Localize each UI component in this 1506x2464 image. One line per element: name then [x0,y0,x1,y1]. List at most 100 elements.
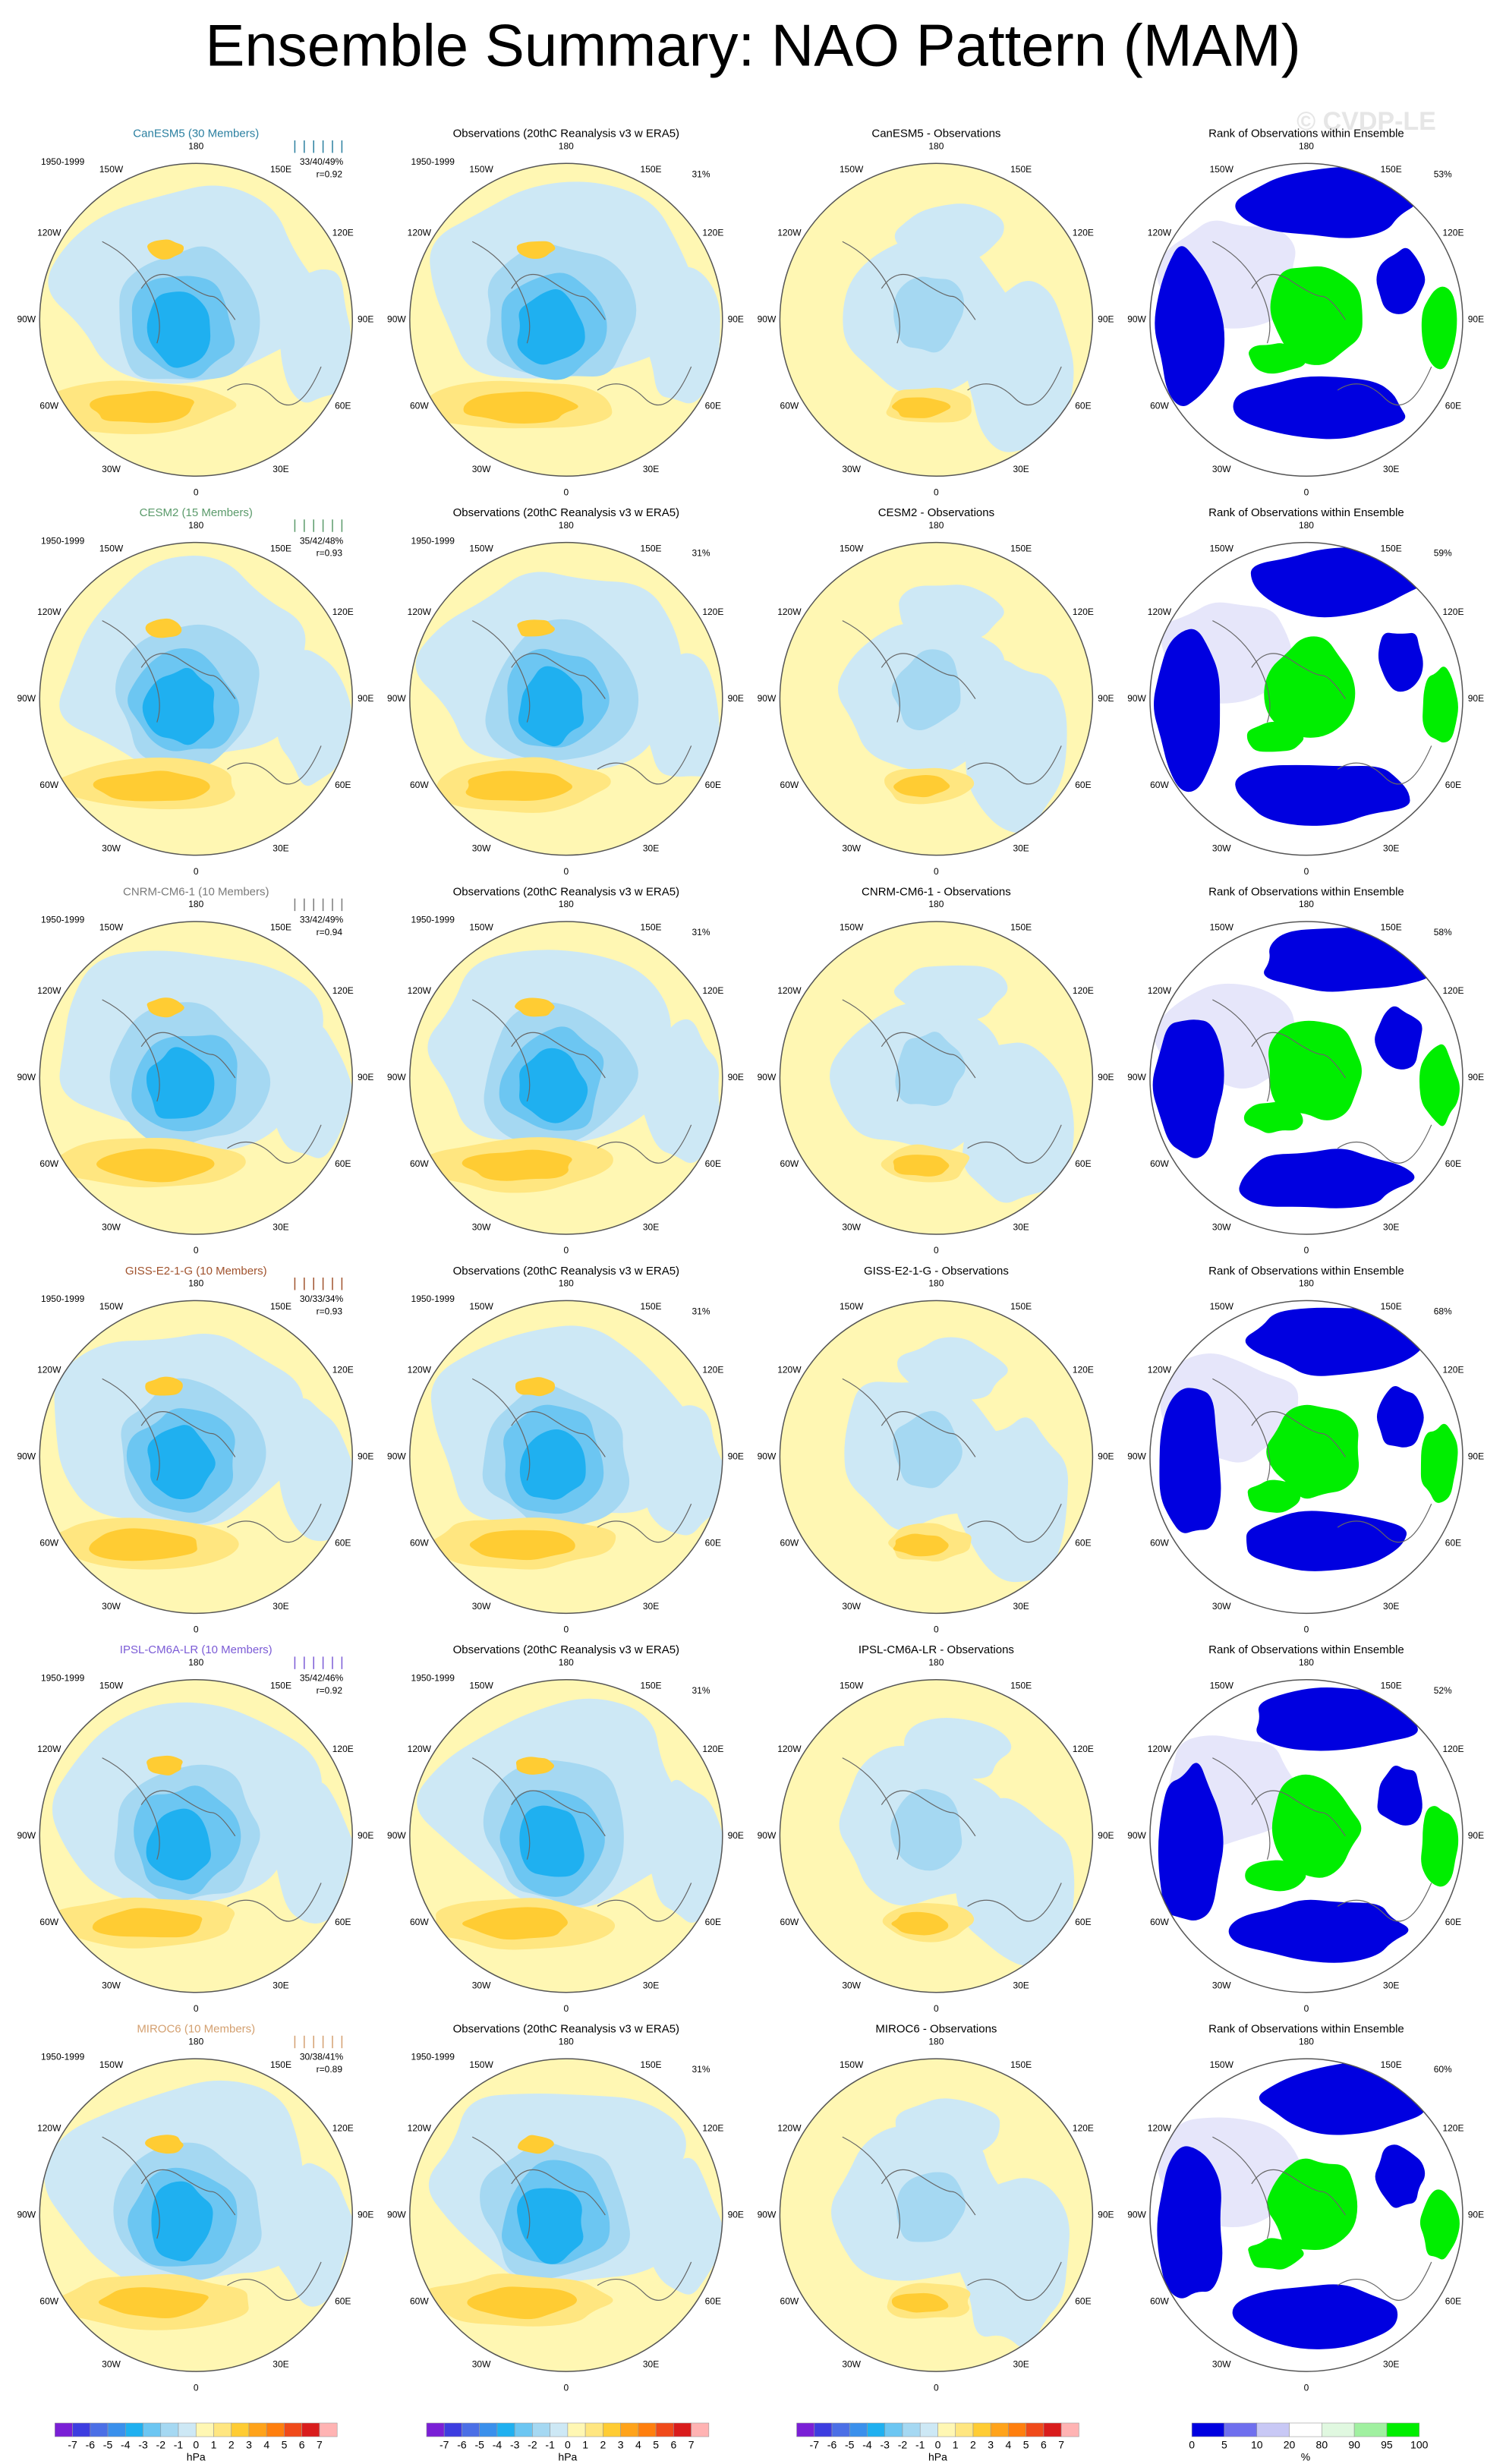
longitude-label: 60W [39,2295,58,2306]
colorbar-label: 0 [935,2439,941,2451]
longitude-label: 90E [358,314,373,324]
longitude-label: 120W [777,985,802,996]
negative-core [519,1048,588,1123]
longitude-label: 30E [273,464,288,474]
positive-core [891,2292,949,2313]
pattern-stats: 33/40/49% [300,156,344,167]
pattern-stats: 30/33/34% [300,1293,344,1304]
longitude-label: 60E [705,1158,721,1169]
longitude-label: 60E [1445,1917,1461,1927]
longitude-label: 60E [335,400,351,411]
map [780,1300,1093,1614]
map-border [39,921,353,1235]
map-border [409,2058,723,2372]
longitude-label: 120W [1148,227,1172,238]
longitude-label: 120E [332,1365,354,1375]
coastline [881,1032,976,1079]
longitude-label: 90W [1127,1830,1146,1841]
longitude-label: 90W [1127,314,1146,324]
colorbar-swatch [584,2422,603,2437]
map-border [409,1678,723,1993]
positive-core [893,1533,949,1557]
map-border [409,541,723,856]
coastline [842,620,900,723]
longitude-label: 60E [1445,1538,1461,1549]
negative-region [956,1417,1069,1583]
colorbar-swatch [532,2422,550,2437]
longitude-label: 0 [934,1245,939,1256]
map [409,163,723,477]
longitude-label: 180 [188,1657,203,1668]
period-label: 1950-1999 [411,1293,455,1304]
period-label: 1950-1999 [41,156,85,167]
coastline [140,1411,236,1457]
longitude-label: 120E [1442,985,1463,996]
coastline [842,241,900,344]
colorbar-label: -1 [915,2439,925,2451]
rank-high [1419,1044,1460,1126]
panel-title: Observations (20thC Reanalysis v3 w ERA5… [453,506,679,519]
rank-low [1233,376,1406,440]
panel-title: GISS-E2-1-G - Observations [864,1265,1009,1278]
period-label: 1950-1999 [411,156,455,167]
map [780,163,1093,477]
longitude-label: 150E [1381,1301,1402,1312]
coastline [102,2136,160,2239]
colorbar-label: 4 [263,2439,269,2451]
longitude-label: 180 [928,899,944,909]
colorbar-swatch [178,2422,197,2437]
coastline [227,1503,322,1543]
longitude-label: 150W [99,2059,124,2070]
colorbar-label: 3 [246,2439,252,2451]
map-border [39,162,353,477]
positive-core [145,2135,184,2154]
colorbar-label: 2 [970,2439,976,2451]
map-border [409,921,723,1235]
colorbar-swatch [655,2422,674,2437]
longitude-label: 150W [99,164,124,175]
longitude-label: 120W [408,1365,432,1375]
negative-region [275,650,352,786]
coastline [1337,745,1432,785]
longitude-label: 90E [1098,1451,1114,1462]
colorbar-swatch [620,2422,639,2437]
longitude-label: 30W [842,1980,861,1990]
longitude-label: 30E [643,464,659,474]
longitude-label: 30E [1383,843,1399,853]
colorbar-swatch [919,2422,938,2437]
colorbar-swatch [603,2422,621,2437]
longitude-label: 90W [387,2209,406,2220]
rank-low [1158,1763,1224,1921]
longitude-label: 150E [1381,922,1402,933]
longitude-label: 0 [934,1624,939,1635]
longitude-label: 150W [1210,1680,1234,1690]
colorbar-swatch [462,2422,480,2437]
longitude-label: 180 [1299,1657,1314,1668]
longitude-label: 30E [273,843,288,853]
rank-low [1228,1899,1409,1963]
colorbar-label: -7 [440,2439,449,2451]
longitude-label: 90E [1098,314,1114,324]
negative-core [893,1410,963,1489]
negative-region [646,1405,723,1536]
longitude-label: 180 [1299,520,1314,531]
negative-core [890,1788,963,1871]
colorbar-swatch [902,2422,921,2437]
longitude-label: 120W [777,2122,802,2133]
rank-percent: 60% [1434,2064,1452,2075]
longitude-label: 150W [840,2059,864,2070]
rank-low [1155,246,1225,407]
longitude-label: 60E [1445,780,1461,790]
longitude-label: 60W [1150,400,1169,411]
longitude-label: 30W [102,464,121,474]
longitude-label: 90E [358,2209,373,2220]
map [780,922,1093,1235]
longitude-label: 120E [332,227,354,238]
colorbar-swatch [567,2422,586,2437]
negative-core [146,1808,211,1881]
colorbar-label: -4 [493,2439,503,2451]
period-label: 1950-1999 [411,915,455,925]
longitude-label: 60E [705,2295,721,2306]
coastline [140,1032,236,1079]
longitude-label: 150W [469,2059,493,2070]
